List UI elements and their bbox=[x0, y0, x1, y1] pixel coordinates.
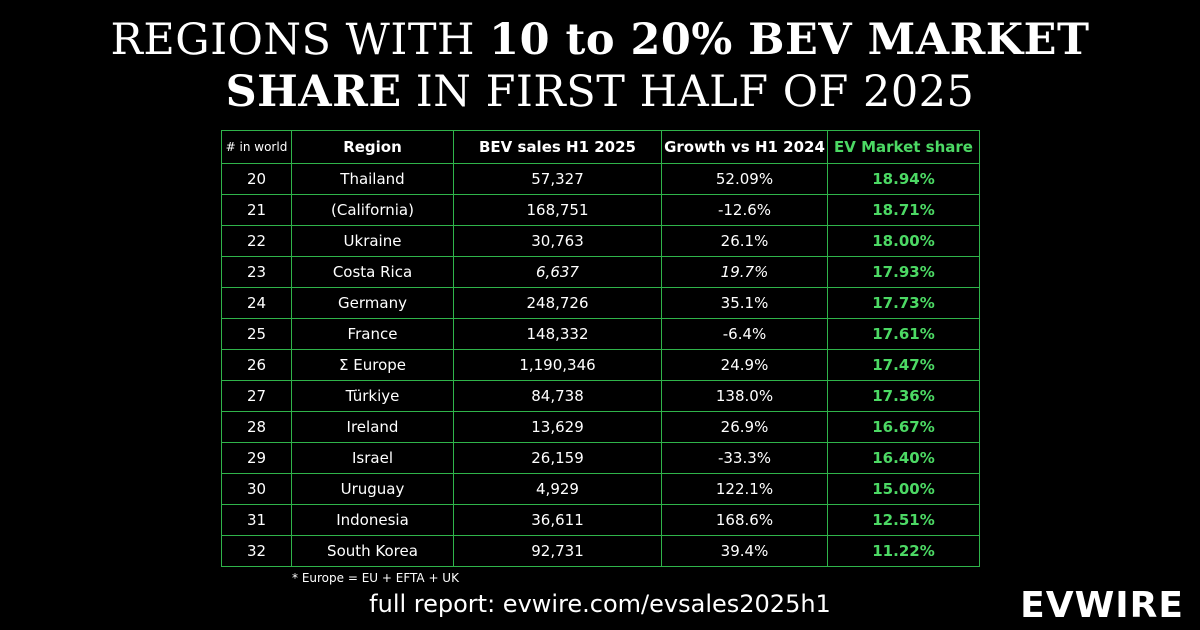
sales-cell: 6,637 bbox=[453, 256, 662, 288]
evwire-logo: EVWIRE bbox=[1020, 585, 1184, 626]
column-header-rank: # in world bbox=[221, 130, 292, 164]
rank-cell: 23 bbox=[221, 256, 292, 288]
sales-cell: 248,726 bbox=[453, 287, 662, 319]
region-cell: (California) bbox=[291, 194, 454, 226]
rank-cell: 28 bbox=[221, 411, 292, 443]
sales-cell: 148,332 bbox=[453, 318, 662, 350]
sales-cell: 84,738 bbox=[453, 380, 662, 412]
share-cell: 18.71% bbox=[827, 194, 980, 226]
sales-cell: 57,327 bbox=[453, 163, 662, 195]
title-line2-bold: SHARE bbox=[225, 67, 402, 117]
share-cell: 12.51% bbox=[827, 504, 980, 536]
sales-cell: 30,763 bbox=[453, 225, 662, 257]
table-row: 25 France 148,332 -6.4% 17.61% bbox=[221, 318, 980, 350]
region-cell: Indonesia bbox=[291, 504, 454, 536]
share-cell: 18.94% bbox=[827, 163, 980, 195]
region-cell: Germany bbox=[291, 287, 454, 319]
column-header-region: Region bbox=[291, 130, 454, 164]
title-line-2: SHARE IN FIRST HALF OF 2025 bbox=[0, 66, 1200, 118]
growth-cell: 19.7% bbox=[661, 256, 828, 288]
region-cell: France bbox=[291, 318, 454, 350]
share-cell: 16.40% bbox=[827, 442, 980, 474]
region-cell: Ireland bbox=[291, 411, 454, 443]
growth-cell: 39.4% bbox=[661, 535, 828, 567]
region-cell: South Korea bbox=[291, 535, 454, 567]
growth-cell: 26.9% bbox=[661, 411, 828, 443]
table-row: 21 (California) 168,751 -12.6% 18.71% bbox=[221, 194, 980, 226]
sales-cell: 4,929 bbox=[453, 473, 662, 505]
rank-cell: 20 bbox=[221, 163, 292, 195]
share-cell: 11.22% bbox=[827, 535, 980, 567]
column-header-sales: BEV sales H1 2025 bbox=[453, 130, 662, 164]
rank-cell: 21 bbox=[221, 194, 292, 226]
table-row: 32 South Korea 92,731 39.4% 11.22% bbox=[221, 535, 980, 567]
rank-cell: 22 bbox=[221, 225, 292, 257]
share-cell: 17.93% bbox=[827, 256, 980, 288]
column-header-growth: Growth vs H1 2024 bbox=[661, 130, 828, 164]
market-share-table: # in world Region BEV sales H1 2025 Grow… bbox=[221, 130, 980, 567]
growth-cell: 138.0% bbox=[661, 380, 828, 412]
sales-cell: 36,611 bbox=[453, 504, 662, 536]
column-header-share: EV Market share bbox=[827, 130, 980, 164]
share-cell: 17.47% bbox=[827, 349, 980, 381]
growth-cell: 52.09% bbox=[661, 163, 828, 195]
title-line1-normal: REGIONS WITH bbox=[110, 15, 490, 65]
table-row: 20 Thailand 57,327 52.09% 18.94% bbox=[221, 163, 980, 195]
title-line2-normal: IN FIRST HALF OF 2025 bbox=[401, 67, 975, 117]
footnote: * Europe = EU + EFTA + UK bbox=[292, 571, 459, 585]
table-row: 27 Türkiye 84,738 138.0% 17.36% bbox=[221, 380, 980, 412]
rank-cell: 27 bbox=[221, 380, 292, 412]
table-row: 24 Germany 248,726 35.1% 17.73% bbox=[221, 287, 980, 319]
growth-cell: 122.1% bbox=[661, 473, 828, 505]
table-row: 30 Uruguay 4,929 122.1% 15.00% bbox=[221, 473, 980, 505]
region-cell: Ukraine bbox=[291, 225, 454, 257]
title-line-1: REGIONS WITH 10 to 20% BEV MARKET bbox=[0, 14, 1200, 66]
rank-cell: 30 bbox=[221, 473, 292, 505]
rank-cell: 32 bbox=[221, 535, 292, 567]
region-cell: Costa Rica bbox=[291, 256, 454, 288]
growth-cell: -6.4% bbox=[661, 318, 828, 350]
sales-cell: 1,190,346 bbox=[453, 349, 662, 381]
region-cell: Σ Europe bbox=[291, 349, 454, 381]
rank-cell: 26 bbox=[221, 349, 292, 381]
region-cell: Thailand bbox=[291, 163, 454, 195]
table-header-row: # in world Region BEV sales H1 2025 Grow… bbox=[221, 130, 980, 164]
growth-cell: 168.6% bbox=[661, 504, 828, 536]
report-link-text: full report: evwire.com/evsales2025h1 bbox=[369, 590, 831, 618]
table-row: 23 Costa Rica 6,637 19.7% 17.93% bbox=[221, 256, 980, 288]
table-row: 28 Ireland 13,629 26.9% 16.67% bbox=[221, 411, 980, 443]
rank-cell: 29 bbox=[221, 442, 292, 474]
growth-cell: -33.3% bbox=[661, 442, 828, 474]
share-cell: 17.61% bbox=[827, 318, 980, 350]
title-line1-bold: 10 to 20% BEV MARKET bbox=[489, 15, 1090, 65]
table-row: 31 Indonesia 36,611 168.6% 12.51% bbox=[221, 504, 980, 536]
rank-cell: 25 bbox=[221, 318, 292, 350]
sales-cell: 168,751 bbox=[453, 194, 662, 226]
share-cell: 18.00% bbox=[827, 225, 980, 257]
rank-cell: 24 bbox=[221, 287, 292, 319]
region-cell: Uruguay bbox=[291, 473, 454, 505]
sales-cell: 26,159 bbox=[453, 442, 662, 474]
table-row: 22 Ukraine 30,763 26.1% 18.00% bbox=[221, 225, 980, 257]
page-title: REGIONS WITH 10 to 20% BEV MARKET SHARE … bbox=[0, 14, 1200, 118]
share-cell: 16.67% bbox=[827, 411, 980, 443]
region-cell: Israel bbox=[291, 442, 454, 474]
share-cell: 17.73% bbox=[827, 287, 980, 319]
share-cell: 15.00% bbox=[827, 473, 980, 505]
share-cell: 17.36% bbox=[827, 380, 980, 412]
sales-cell: 13,629 bbox=[453, 411, 662, 443]
region-cell: Türkiye bbox=[291, 380, 454, 412]
sales-cell: 92,731 bbox=[453, 535, 662, 567]
growth-cell: 26.1% bbox=[661, 225, 828, 257]
table-body: 20 Thailand 57,327 52.09% 18.94% 21 (Californi… bbox=[221, 163, 980, 567]
growth-cell: -12.6% bbox=[661, 194, 828, 226]
growth-cell: 35.1% bbox=[661, 287, 828, 319]
table-row: 26 Σ Europe 1,190,346 24.9% 17.47% bbox=[221, 349, 980, 381]
table-row: 29 Israel 26,159 -33.3% 16.40% bbox=[221, 442, 980, 474]
growth-cell: 24.9% bbox=[661, 349, 828, 381]
rank-cell: 31 bbox=[221, 504, 292, 536]
